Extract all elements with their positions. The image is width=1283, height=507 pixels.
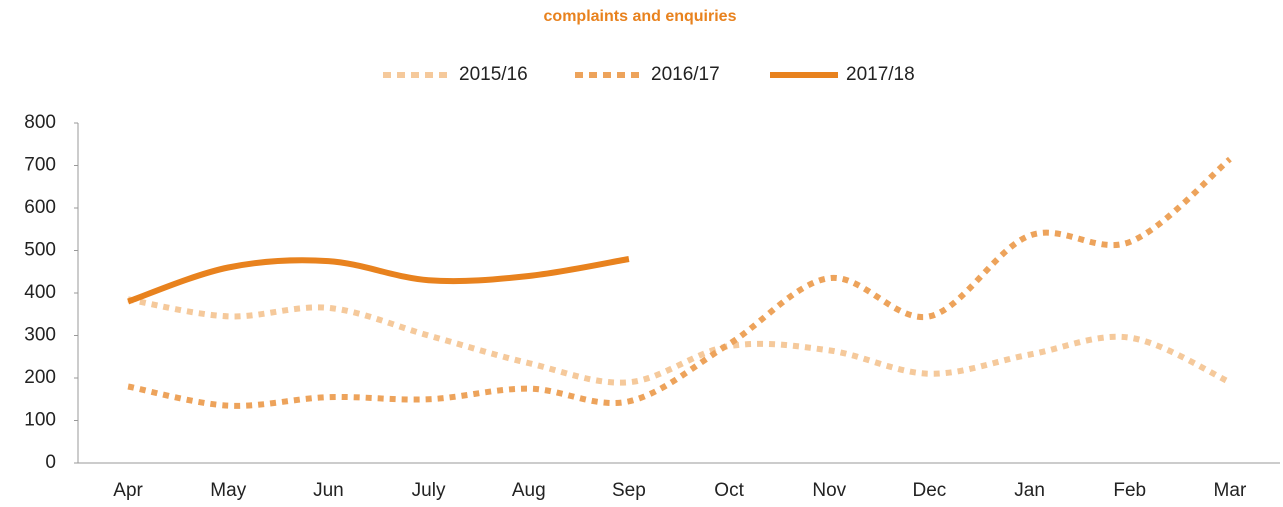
x-tick-label: Jun — [313, 480, 344, 501]
x-tick-label: Sep — [612, 480, 646, 501]
y-tick-label: 400 — [24, 282, 56, 303]
chart-title: complaints and enquiries — [544, 8, 737, 25]
x-tick-label: July — [412, 480, 446, 501]
x-tick-label: Jan — [1014, 480, 1045, 501]
x-tick-label: May — [210, 480, 246, 501]
series-line — [127, 256, 630, 305]
y-tick-label: 200 — [24, 367, 56, 388]
legend-label: 2017/18 — [846, 64, 915, 85]
series-line — [127, 296, 1232, 386]
legend-label: 2016/17 — [651, 64, 720, 85]
series-line — [127, 156, 1232, 409]
y-tick-label: 500 — [24, 240, 56, 261]
legend-label: 2015/16 — [459, 64, 528, 85]
x-tick-label: Oct — [714, 480, 744, 501]
y-tick-label: 600 — [24, 197, 56, 218]
y-tick-label: 100 — [24, 410, 56, 431]
x-tick-label: Dec — [913, 480, 947, 501]
y-tick-label: 300 — [24, 325, 56, 346]
x-tick-label: Feb — [1113, 480, 1146, 501]
y-tick-label: 0 — [45, 452, 56, 473]
y-tick-label: 700 — [24, 155, 56, 176]
x-tick-label: Aug — [512, 480, 546, 501]
x-tick-label: Nov — [812, 480, 846, 501]
x-tick-label: Mar — [1214, 480, 1247, 501]
x-tick-label: Apr — [113, 480, 143, 501]
y-tick-label: 800 — [24, 112, 56, 133]
